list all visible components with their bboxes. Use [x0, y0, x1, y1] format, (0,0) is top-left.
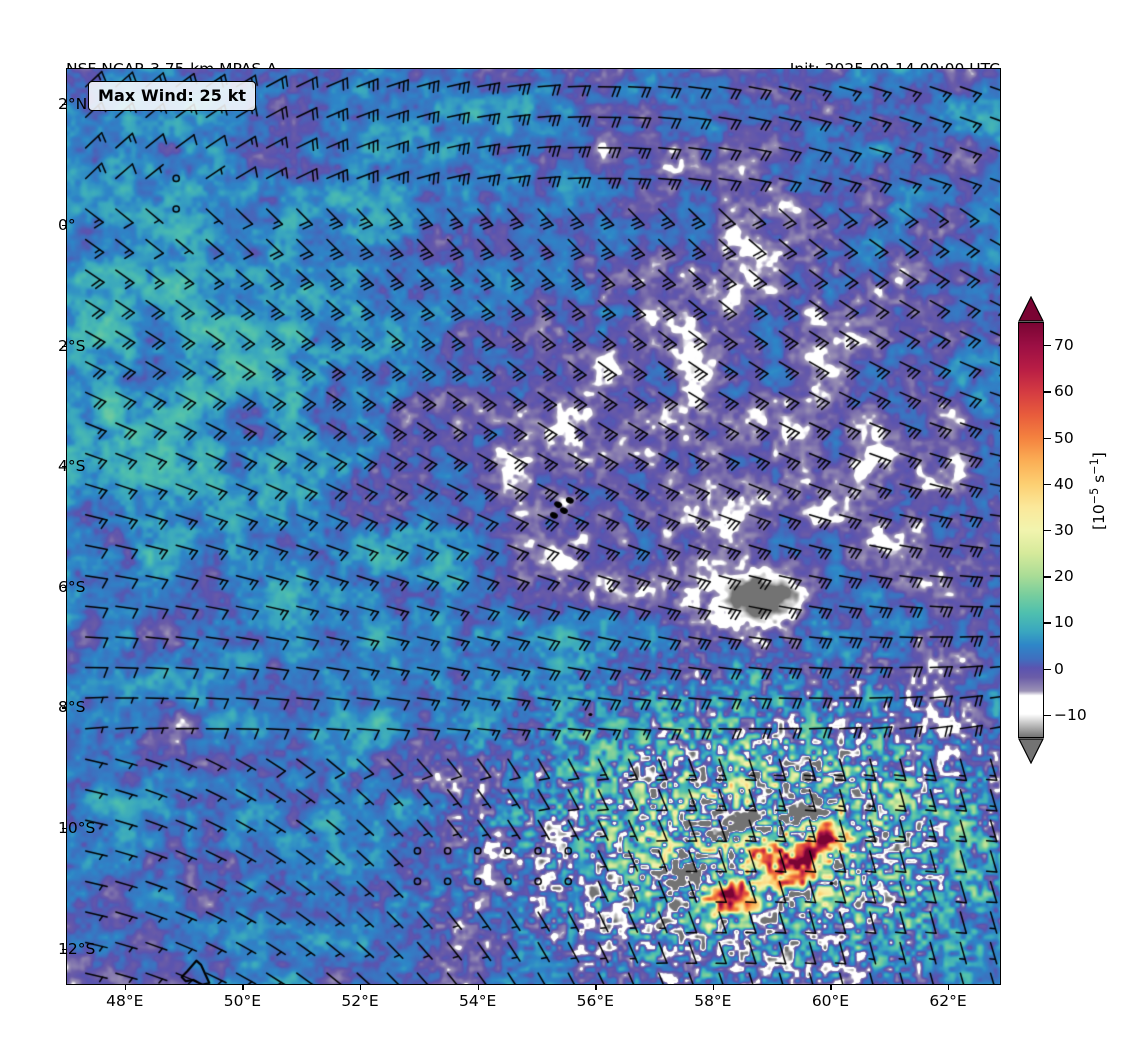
x-tick-mark: [830, 985, 832, 990]
colorbar-tick-mark: [1044, 622, 1051, 624]
x-tick-mark: [242, 985, 244, 990]
colorbar-tick-mark: [1044, 391, 1051, 393]
y-tick-label: 2°N: [58, 95, 88, 114]
wind-barbs-canvas: [67, 69, 1000, 984]
colorbar-tick-label: 60: [1054, 382, 1074, 401]
colorbar-tick-mark: [1044, 576, 1051, 578]
y-tick-label: 6°S: [58, 577, 86, 596]
colorbar-max-arrow-icon: [1018, 296, 1044, 322]
y-tick-label: 0°: [58, 215, 76, 234]
y-tick-mark: [61, 345, 66, 347]
colorbar-tick-mark: [1044, 437, 1051, 439]
x-tick-label: 48°E: [106, 992, 144, 1010]
x-tick-label: 54°E: [458, 992, 497, 1010]
y-tick-mark: [61, 586, 66, 589]
colorbar-tick-label: 50: [1054, 428, 1074, 447]
colorbar-units-label: [10−5 s−1]: [1087, 452, 1108, 530]
x-tick-label: 50°E: [223, 992, 262, 1010]
colorbar-tick-mark: [1044, 530, 1051, 532]
colorbar-tick-label: 40: [1054, 474, 1074, 493]
colorbar-tick-mark: [1044, 483, 1051, 486]
colorbar-tick-label: −10: [1054, 705, 1087, 724]
colorbar-tick-mark: [1044, 714, 1051, 717]
colorbar-tick-label: 10: [1054, 613, 1074, 632]
x-tick-mark: [712, 985, 715, 990]
x-tick-label: 56°E: [576, 992, 614, 1010]
colorbar-tick-mark: [1044, 345, 1051, 347]
colorbar-min-arrow-icon: [1018, 738, 1044, 764]
y-tick-mark: [61, 224, 66, 227]
y-tick-label: 8°S: [58, 698, 86, 717]
x-tick-mark: [595, 985, 597, 990]
x-tick-mark: [124, 985, 127, 990]
colorbar-body: [1018, 322, 1044, 738]
y-tick-label: 2°S: [58, 336, 86, 355]
x-tick-label: 52°E: [341, 992, 379, 1010]
y-tick-mark: [61, 104, 66, 106]
x-tick-label: 60°E: [811, 992, 850, 1010]
y-tick-mark: [61, 707, 66, 709]
y-tick-mark: [61, 466, 66, 468]
y-tick-label: 10°S: [58, 819, 96, 838]
y-tick-label: 4°S: [58, 457, 86, 476]
x-tick-mark: [477, 985, 479, 990]
colorbar-tick-label: 20: [1054, 567, 1074, 586]
map-plot-area[interactable]: [66, 68, 1001, 985]
y-tick-label: 12°S: [58, 939, 96, 958]
colorbar-tick-mark: [1044, 668, 1051, 670]
x-tick-mark: [948, 985, 950, 990]
max-wind-annotation: Max Wind: 25 kt: [88, 81, 257, 111]
x-tick-label: 62°E: [929, 992, 967, 1010]
y-tick-mark: [61, 828, 66, 830]
x-tick-mark: [360, 985, 362, 990]
colorbar-tick-label: 0: [1054, 659, 1064, 678]
colorbar-tick-label: 70: [1054, 336, 1074, 355]
y-tick-mark: [61, 948, 66, 951]
colorbar-tick-label: 30: [1054, 521, 1074, 539]
colorbar-gradient: [1019, 323, 1043, 737]
colorbar[interactable]: [1018, 296, 1044, 764]
x-tick-label: 58°E: [694, 992, 732, 1010]
